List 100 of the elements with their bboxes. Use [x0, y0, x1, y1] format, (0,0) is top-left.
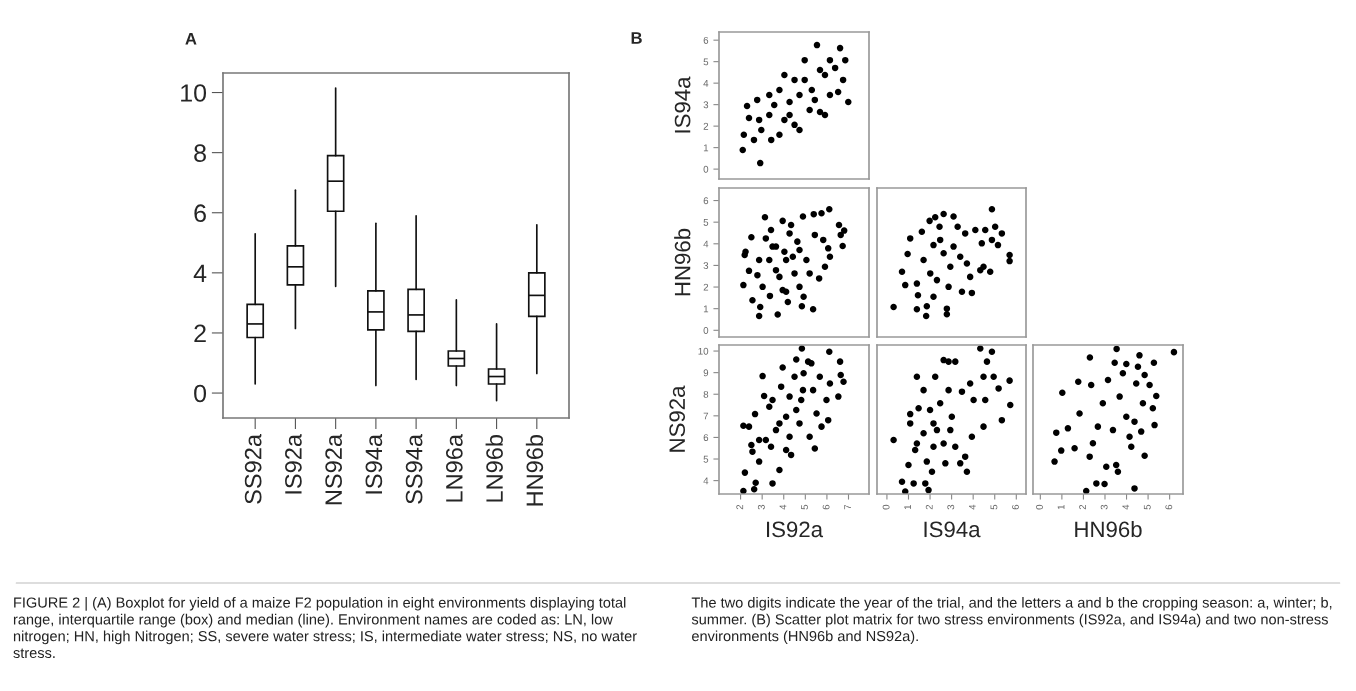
point — [749, 448, 756, 455]
point — [801, 76, 808, 84]
point — [821, 71, 829, 79]
y-tick-label: 9 — [703, 369, 709, 377]
point — [799, 386, 807, 394]
y-tick-label: 3 — [703, 262, 709, 270]
point — [839, 242, 846, 250]
point — [760, 392, 768, 400]
x-tick-label: 1 — [904, 504, 911, 510]
point — [821, 111, 829, 119]
point — [913, 306, 921, 313]
point — [769, 480, 776, 487]
point — [755, 458, 763, 465]
point — [936, 400, 944, 407]
point — [806, 433, 813, 441]
point — [782, 413, 790, 420]
y-tick-label: 0 — [703, 327, 709, 334]
x-tick-label: HN96b — [525, 434, 544, 506]
x-tick-label: 3 — [757, 504, 765, 510]
point — [761, 213, 769, 221]
point — [988, 236, 996, 244]
point — [1076, 410, 1083, 417]
point — [961, 453, 969, 460]
point — [826, 348, 833, 355]
point — [898, 268, 906, 275]
point — [906, 410, 914, 418]
point — [776, 86, 783, 94]
point — [1099, 400, 1107, 407]
y-tick-label: 0 — [703, 165, 709, 173]
point — [793, 356, 800, 363]
point — [834, 88, 842, 96]
point — [926, 406, 934, 414]
point — [755, 436, 763, 444]
point — [745, 267, 753, 275]
point — [769, 396, 776, 404]
y-axis-title: HN96b — [674, 228, 691, 296]
point — [767, 136, 775, 144]
point — [898, 478, 906, 485]
point — [796, 246, 803, 254]
y-tick-label: 2 — [703, 283, 709, 291]
point — [1112, 461, 1120, 469]
point — [940, 210, 947, 218]
point — [753, 96, 761, 104]
x-tick-label: 2 — [925, 504, 933, 510]
point — [947, 263, 954, 270]
x-tick-label: 4 — [779, 504, 787, 510]
point — [1123, 360, 1130, 368]
point — [943, 311, 951, 318]
point — [904, 250, 911, 258]
point — [890, 436, 897, 444]
point — [958, 388, 966, 395]
y-tick-label: 2 — [194, 324, 206, 343]
point — [922, 312, 930, 320]
point — [776, 131, 783, 138]
point — [755, 116, 763, 124]
point — [837, 371, 844, 379]
point — [791, 121, 798, 129]
point — [1132, 380, 1140, 387]
point — [826, 253, 834, 261]
point — [922, 480, 929, 487]
x-tick-label: IS94a — [365, 433, 383, 494]
y-tick-label: 5 — [703, 219, 709, 226]
point — [786, 98, 793, 106]
point — [779, 364, 786, 371]
point — [767, 443, 775, 450]
y-tick-label: 1 — [703, 144, 709, 152]
point — [767, 226, 775, 234]
point — [813, 41, 821, 49]
point — [1131, 418, 1138, 425]
x-tick-label: 0 — [882, 504, 890, 510]
point — [918, 228, 926, 235]
point — [988, 348, 996, 355]
point — [755, 312, 763, 320]
point — [826, 91, 834, 99]
point — [1051, 458, 1058, 465]
point — [799, 213, 807, 220]
point — [1149, 405, 1157, 412]
point — [930, 293, 937, 301]
point — [945, 358, 952, 365]
point — [913, 280, 921, 287]
y-tick-label: 0 — [194, 384, 207, 403]
point — [980, 373, 987, 380]
point — [748, 441, 755, 449]
x-tick-label: IS92a — [285, 433, 302, 494]
y-tick-label: 2 — [703, 122, 709, 130]
point — [816, 373, 824, 380]
point — [930, 443, 937, 450]
point — [749, 296, 756, 304]
point — [759, 283, 766, 291]
point — [786, 433, 793, 441]
point — [758, 126, 765, 134]
x-tick-label: 6 — [822, 504, 830, 510]
x-tick-label: NS92a — [325, 433, 342, 505]
y-tick-label: 4 — [193, 264, 207, 282]
point — [779, 286, 786, 294]
point — [1075, 378, 1082, 385]
point — [766, 91, 773, 99]
point — [933, 426, 941, 434]
x-tick-label: 1 — [1057, 504, 1065, 510]
point — [1113, 345, 1120, 353]
